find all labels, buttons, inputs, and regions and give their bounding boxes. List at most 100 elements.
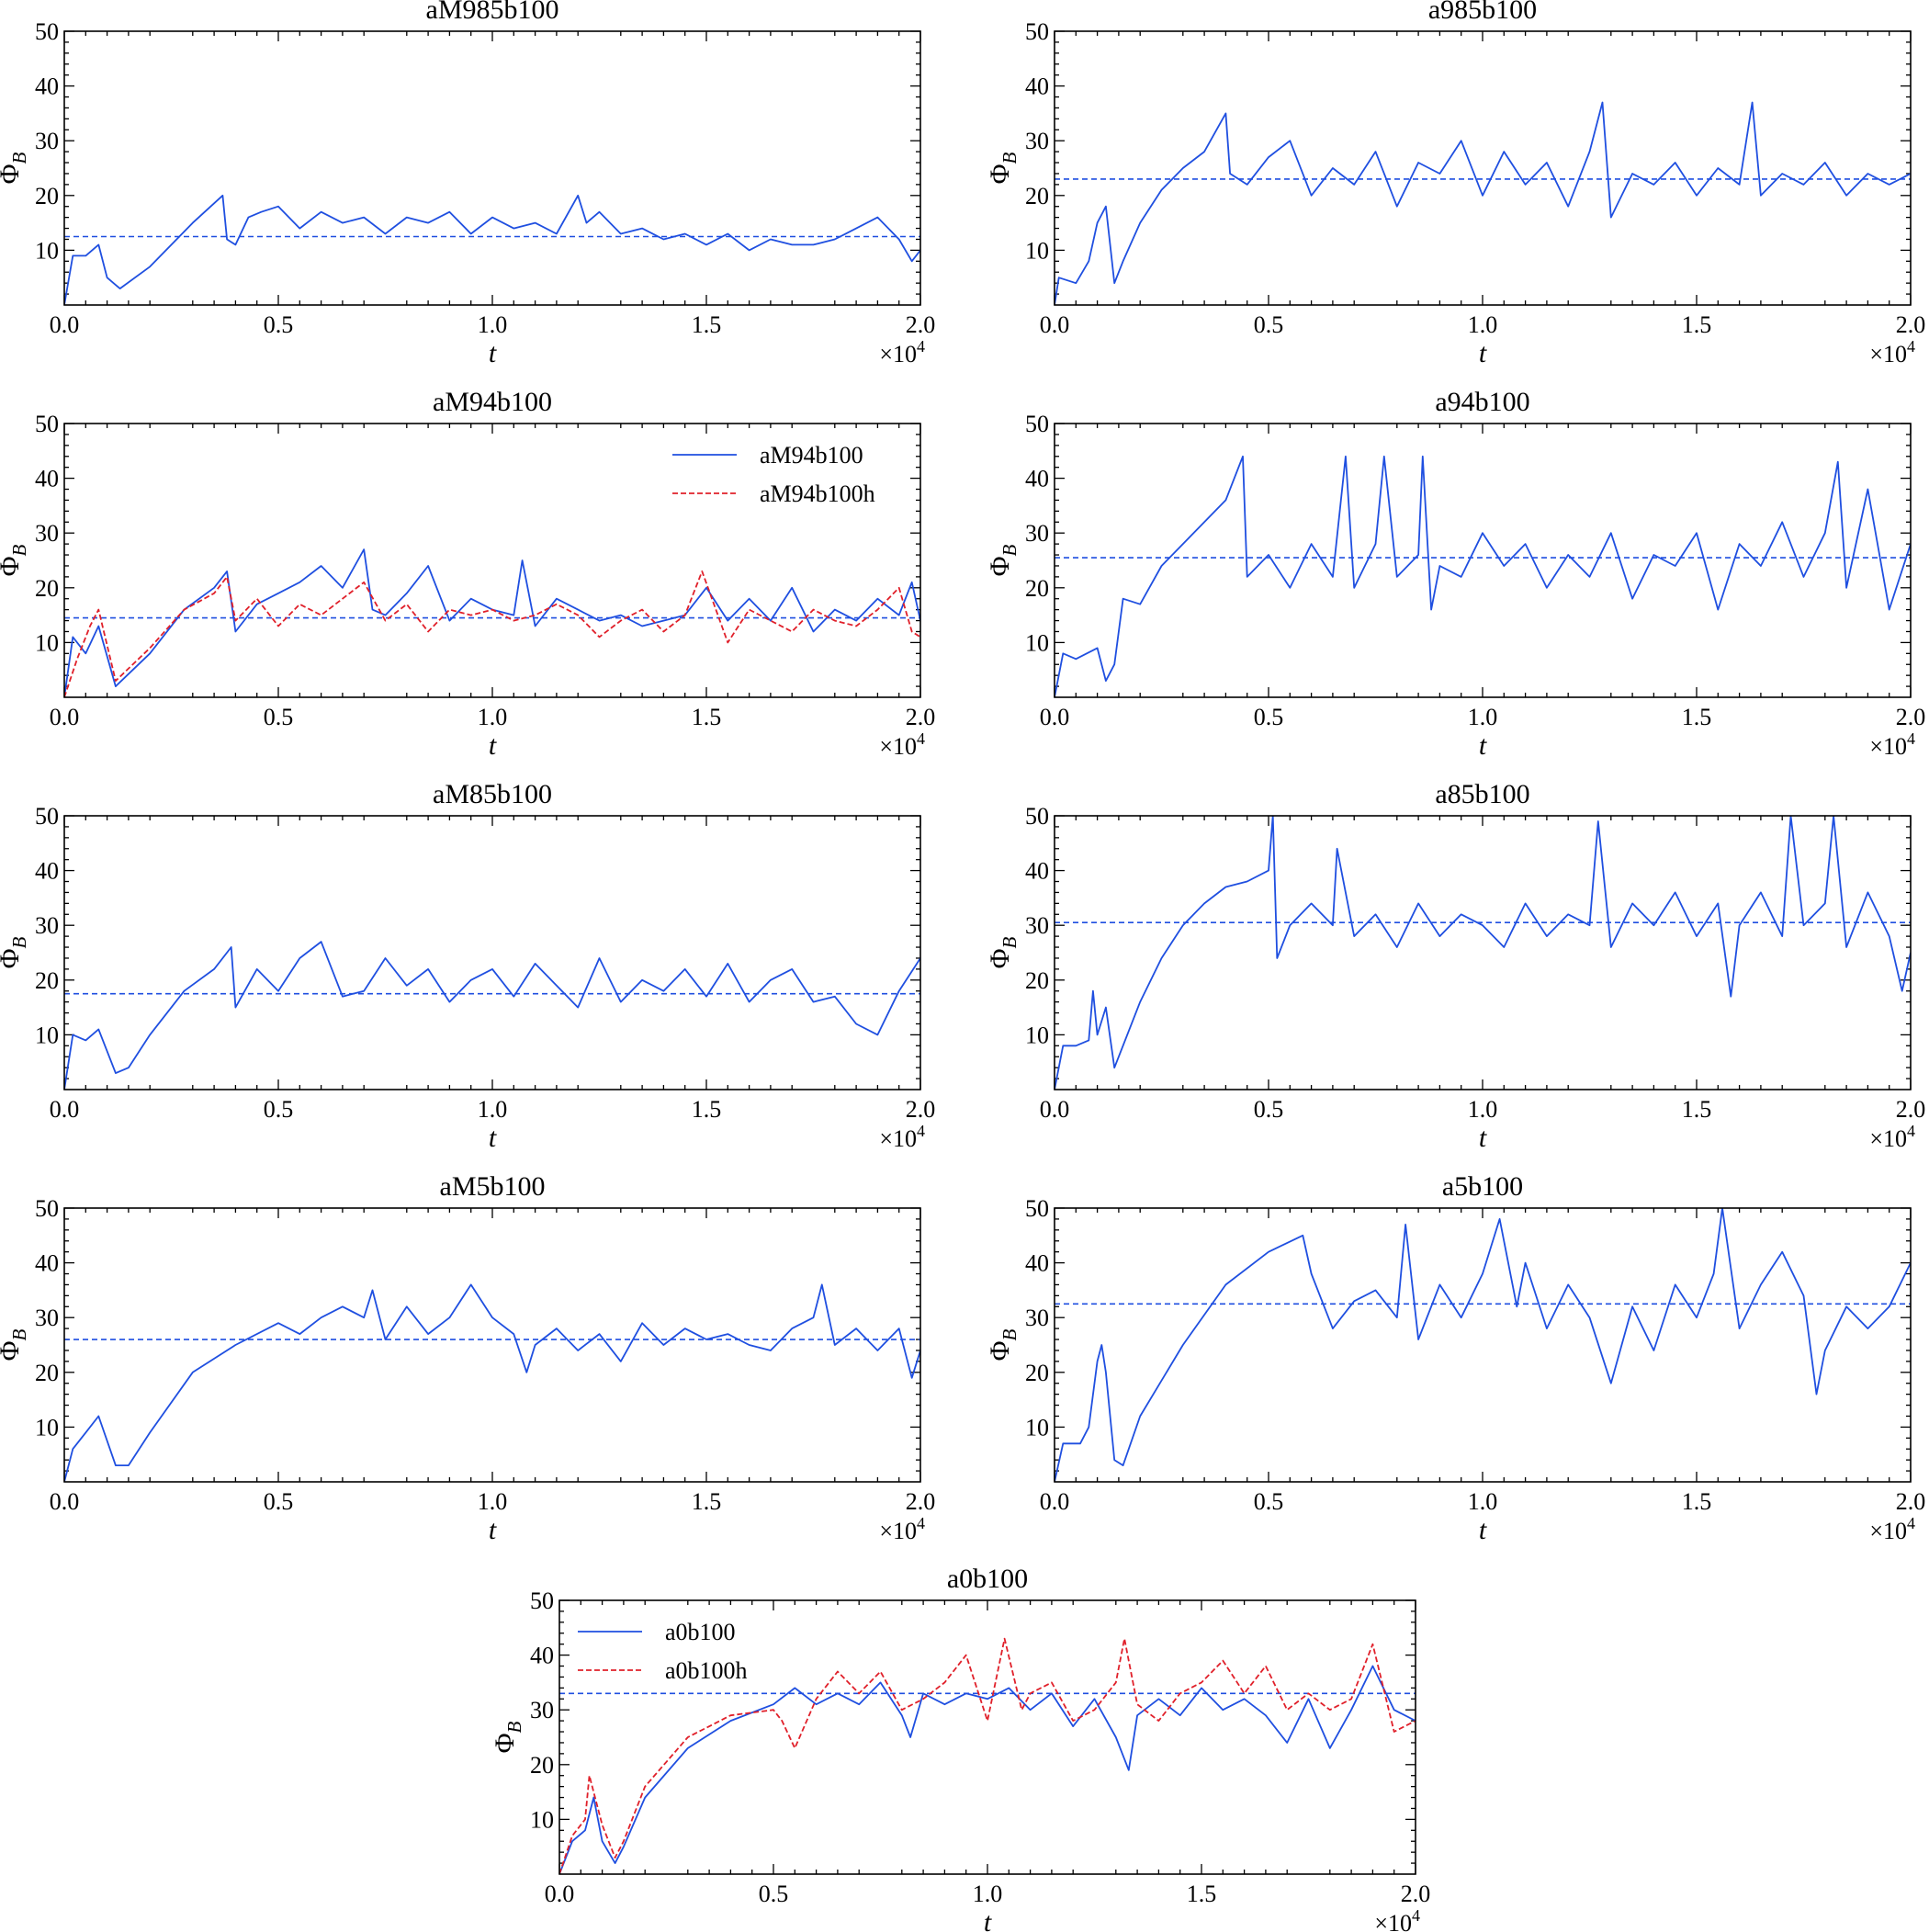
y-tick-label: 40 <box>35 466 59 492</box>
y-tick-label: 10 <box>35 237 59 264</box>
chart-panel-aM5b100: aM5b100 10 20 30 40 50 0.0 0.5 1.0 1.5 2.0 t ΦB ×104 <box>0 1171 935 1545</box>
chart-panel-a0b100: a0b100 10 20 30 40 50 0.0 0.5 1.0 1.5 2.0 t ΦB ×104 a0… <box>490 1564 1430 1932</box>
chart-title: a5b100 <box>1442 1171 1523 1202</box>
chart-title: a0b100 <box>947 1564 1028 1594</box>
plot-frame <box>1054 815 1912 1090</box>
x-tick-label: 1.5 <box>1187 1881 1217 1907</box>
chart-panel-a85b100: a85b100 10 20 30 40 50 0.0 0.5 1.0 1.5 2.0 t ΦB ×104 <box>985 779 1925 1153</box>
y-tick-label: 20 <box>1025 183 1049 209</box>
x-tick-label: 0.0 <box>50 311 80 338</box>
y-tick-label: 10 <box>1025 1414 1049 1441</box>
x-multiplier-label: ×104 <box>879 1122 925 1152</box>
x-tick-label: 0.5 <box>1254 1488 1284 1515</box>
x-tick-label: 0.0 <box>1040 704 1070 730</box>
y-tick-label: 20 <box>35 1360 59 1386</box>
y-axis-label: ΦB <box>0 544 30 576</box>
series-line-aM94b100 <box>64 548 920 697</box>
y-tick-label: 30 <box>35 128 59 154</box>
y-axis-label: ΦB <box>0 936 30 968</box>
x-tick-label: 1.5 <box>1682 1096 1712 1123</box>
y-tick-label: 30 <box>1025 520 1049 547</box>
y-tick-label: 20 <box>530 1752 554 1779</box>
x-tick-label: 1.0 <box>478 1096 508 1123</box>
x-tick-label: 0.0 <box>50 1488 80 1515</box>
x-tick-label: 1.0 <box>1468 311 1498 338</box>
x-tick-label: 2.0 <box>906 1096 936 1123</box>
y-axis-label: ΦB <box>0 1328 30 1361</box>
chart-title: a985b100 <box>1428 0 1537 25</box>
x-tick-label: 1.5 <box>692 311 722 338</box>
y-tick-label: 30 <box>1025 912 1049 939</box>
series-line-a85b100 <box>1055 816 1911 1090</box>
x-tick-label: 1.5 <box>1682 311 1712 338</box>
y-tick-label: 50 <box>530 1587 554 1614</box>
chart-panel-a5b100: a5b100 10 20 30 40 50 0.0 0.5 1.0 1.5 2.0 t ΦB ×104 <box>985 1171 1925 1545</box>
y-tick-label: 30 <box>35 1305 59 1331</box>
x-axis-label: t <box>489 338 497 368</box>
y-tick-label: 40 <box>1025 73 1049 100</box>
y-tick-label: 10 <box>1025 629 1049 656</box>
x-tick-label: 1.0 <box>478 704 508 730</box>
chart-panel-aM985b100: aM985b100 10 20 30 40 50 0.0 0.5 1.0 1.5 2.0 t ΦB ×10… <box>0 0 935 368</box>
y-tick-label: 40 <box>1025 1250 1049 1277</box>
x-multiplier-label: ×104 <box>879 1514 925 1544</box>
y-axis-label: ΦB <box>985 152 1021 184</box>
series-line-a0b100h <box>559 1637 1416 1874</box>
y-axis-label: ΦB <box>985 936 1021 968</box>
chart-title: aM94b100 <box>433 387 552 417</box>
x-tick-label: 0.0 <box>50 704 80 730</box>
x-tick-label: 0.0 <box>1040 1096 1070 1123</box>
y-tick-label: 10 <box>530 1806 554 1833</box>
x-axis-label: t <box>1479 338 1487 368</box>
y-tick-label: 30 <box>530 1697 554 1723</box>
y-tick-label: 40 <box>1025 466 1049 492</box>
x-tick-label: 2.0 <box>1896 704 1926 730</box>
y-tick-label: 30 <box>35 520 59 547</box>
y-tick-label: 10 <box>1025 1022 1049 1048</box>
y-axis-label: ΦB <box>985 1328 1021 1361</box>
y-tick-label: 20 <box>1025 967 1049 994</box>
y-tick-label: 30 <box>1025 1305 1049 1331</box>
x-tick-label: 0.5 <box>1254 311 1284 338</box>
chart-title: a85b100 <box>1435 779 1529 809</box>
y-tick-label: 10 <box>1025 237 1049 264</box>
y-tick-label: 50 <box>35 18 59 45</box>
y-tick-label: 20 <box>35 575 59 602</box>
x-tick-label: 0.0 <box>50 1096 80 1123</box>
x-multiplier-label: ×104 <box>1869 729 1915 760</box>
x-tick-label: 2.0 <box>1896 1096 1926 1123</box>
x-tick-label: 2.0 <box>1896 1488 1926 1515</box>
x-tick-label: 2.0 <box>906 1488 936 1515</box>
series-line-a985b100 <box>1055 101 1911 305</box>
plot-frame <box>1054 1207 1912 1483</box>
x-tick-label: 0.0 <box>545 1881 575 1907</box>
x-multiplier-label: ×104 <box>1869 1122 1915 1152</box>
x-axis-label: t <box>489 1515 497 1545</box>
chart-title: aM85b100 <box>433 779 552 809</box>
chart-panel-aM85b100: aM85b100 10 20 30 40 50 0.0 0.5 1.0 1.5 2.0 t ΦB ×104 <box>0 779 935 1153</box>
chart-title: aM985b100 <box>426 0 559 25</box>
y-tick-label: 50 <box>1025 411 1049 437</box>
chart-title: aM5b100 <box>440 1171 546 1202</box>
y-tick-label: 10 <box>35 1022 59 1048</box>
series-line-a94b100 <box>1055 455 1911 697</box>
x-tick-label: 1.0 <box>1468 704 1498 730</box>
legend-label-a0b100: a0b100 <box>665 1619 736 1645</box>
x-axis-label: t <box>1479 1123 1487 1153</box>
y-tick-label: 20 <box>1025 575 1049 602</box>
y-tick-label: 20 <box>35 967 59 994</box>
x-multiplier-label: ×104 <box>879 729 925 760</box>
legend-label-aM94b100h: aM94b100h <box>760 480 875 507</box>
y-tick-label: 30 <box>35 912 59 939</box>
chart-panel-a94b100: a94b100 10 20 30 40 50 0.0 0.5 1.0 1.5 2.0 t ΦB ×104 <box>985 387 1925 761</box>
x-tick-label: 0.5 <box>264 311 294 338</box>
y-tick-label: 40 <box>35 858 59 885</box>
plot-frame <box>1054 423 1912 698</box>
series-line-aM5b100 <box>64 1283 920 1482</box>
y-tick-label: 50 <box>35 1195 59 1222</box>
x-tick-label: 0.5 <box>1254 704 1284 730</box>
x-tick-label: 1.0 <box>1468 1488 1498 1515</box>
y-tick-label: 50 <box>1025 1195 1049 1222</box>
x-tick-label: 0.5 <box>264 1096 294 1123</box>
